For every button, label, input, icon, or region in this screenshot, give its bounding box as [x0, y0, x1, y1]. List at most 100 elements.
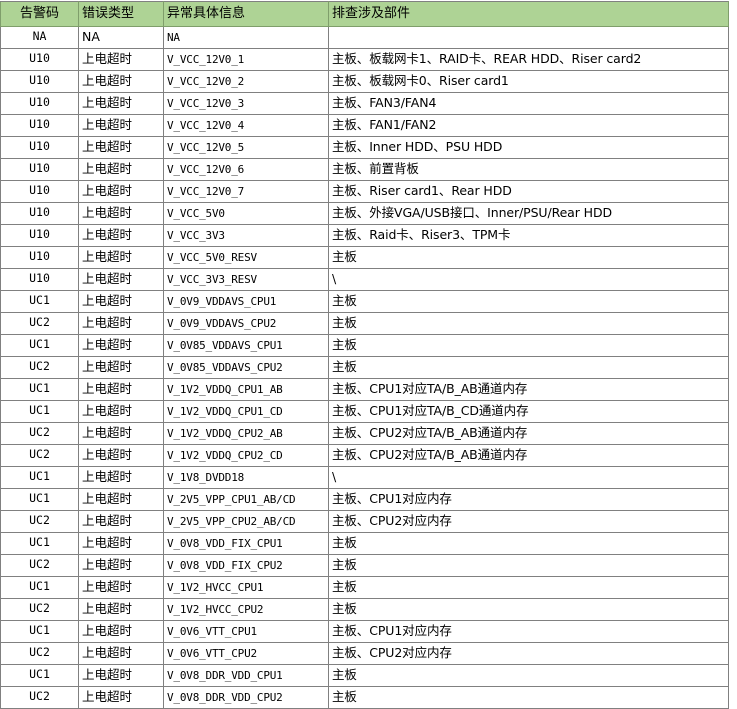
- cell-related-parts: 主板、Inner HDD、PSU HDD: [328, 136, 729, 159]
- cell-related-parts: \: [328, 268, 729, 291]
- cell-alarm-code: UC2: [0, 444, 79, 467]
- table-row: UC1 上电超时 V_1V2_HVCC_CPU1 主板: [0, 576, 729, 599]
- cell-error-type: 上电超时: [78, 92, 164, 115]
- column-header-related-parts: 排查涉及部件: [328, 1, 729, 27]
- cell-alarm-code: UC2: [0, 554, 79, 577]
- cell-alarm-code: U10: [0, 246, 79, 269]
- cell-error-type: 上电超时: [78, 70, 164, 93]
- table-row: U10 上电超时 V_VCC_12V0_2 主板、板载网卡0、Riser card1: [0, 70, 729, 93]
- table-row: U10 上电超时 V_VCC_12V0_7 主板、Riser card1、Rear H…: [0, 180, 729, 203]
- table-header: 告警码 错误类型 异常具体信息 排查涉及部件: [0, 1, 729, 27]
- cell-exception-detail: V_0V8_VDD_FIX_CPU1: [163, 532, 329, 555]
- cell-alarm-code: U10: [0, 92, 79, 115]
- cell-related-parts: 主板、板载网卡0、Riser card1: [328, 70, 729, 93]
- column-header-exception-detail: 异常具体信息: [163, 1, 329, 27]
- cell-alarm-code: UC1: [0, 532, 79, 555]
- cell-alarm-code: U10: [0, 48, 79, 71]
- cell-related-parts: 主板: [328, 576, 729, 599]
- cell-error-type: 上电超时: [78, 400, 164, 423]
- cell-alarm-code: UC2: [0, 686, 79, 709]
- cell-alarm-code: UC1: [0, 378, 79, 401]
- cell-related-parts: 主板、板载网卡1、RAID卡、REAR HDD、Riser card2: [328, 48, 729, 71]
- cell-related-parts: 主板: [328, 686, 729, 709]
- cell-error-type: 上电超时: [78, 334, 164, 357]
- cell-related-parts: 主板、CPU2对应内存: [328, 642, 729, 665]
- cell-related-parts: \: [328, 466, 729, 489]
- table-row: U10 上电超时 V_VCC_5V0 主板、外接VGA/USB接口、Inner/PSU…: [0, 202, 729, 225]
- cell-error-type: 上电超时: [78, 378, 164, 401]
- cell-error-type: 上电超时: [78, 444, 164, 467]
- cell-error-type: 上电超时: [78, 510, 164, 533]
- table-row: UC1 上电超时 V_0V8_VDD_FIX_CPU1 主板: [0, 532, 729, 555]
- table-body: NA NA NA U10 上电超时 V_VCC_12V0_1 主板、板载网卡1、RAID卡、…: [0, 26, 729, 709]
- cell-related-parts: 主板、CPU2对应内存: [328, 510, 729, 533]
- cell-error-type: 上电超时: [78, 642, 164, 665]
- cell-error-type: 上电超时: [78, 686, 164, 709]
- table-row: UC2 上电超时 V_2V5_VPP_CPU2_AB/CD 主板、CPU2对应内存: [0, 510, 729, 533]
- cell-exception-detail: NA: [163, 26, 329, 49]
- cell-error-type: 上电超时: [78, 422, 164, 445]
- cell-related-parts: 主板: [328, 312, 729, 335]
- table-row: UC1 上电超时 V_1V8_DVDD18 \: [0, 466, 729, 489]
- cell-alarm-code: UC2: [0, 312, 79, 335]
- cell-alarm-code: UC2: [0, 598, 79, 621]
- cell-related-parts: 主板、Riser card1、Rear HDD: [328, 180, 729, 203]
- cell-error-type: 上电超时: [78, 114, 164, 137]
- cell-exception-detail: V_VCC_3V3_RESV: [163, 268, 329, 291]
- table-row: UC1 上电超时 V_0V6_VTT_CPU1 主板、CPU1对应内存: [0, 620, 729, 643]
- cell-related-parts: 主板、外接VGA/USB接口、Inner/PSU/Rear HDD: [328, 202, 729, 225]
- cell-exception-detail: V_VCC_5V0_RESV: [163, 246, 329, 269]
- table-row: U10 上电超时 V_VCC_12V0_3 主板、FAN3/FAN4: [0, 92, 729, 115]
- table-row: UC2 上电超时 V_1V2_VDDQ_CPU2_AB 主板、CPU2对应TA/B_A…: [0, 422, 729, 445]
- cell-alarm-code: U10: [0, 136, 79, 159]
- cell-alarm-code: UC2: [0, 510, 79, 533]
- cell-alarm-code: UC1: [0, 576, 79, 599]
- cell-error-type: NA: [78, 26, 164, 49]
- cell-exception-detail: V_1V2_HVCC_CPU1: [163, 576, 329, 599]
- table-row: UC1 上电超时 V_0V85_VDDAVS_CPU1 主板: [0, 334, 729, 357]
- cell-exception-detail: V_VCC_12V0_4: [163, 114, 329, 137]
- cell-related-parts: 主板: [328, 356, 729, 379]
- cell-alarm-code: U10: [0, 180, 79, 203]
- cell-alarm-code: UC1: [0, 664, 79, 687]
- cell-exception-detail: V_VCC_12V0_3: [163, 92, 329, 115]
- cell-exception-detail: V_1V2_VDDQ_CPU1_CD: [163, 400, 329, 423]
- cell-alarm-code: NA: [0, 26, 79, 49]
- cell-alarm-code: U10: [0, 268, 79, 291]
- cell-alarm-code: UC2: [0, 422, 79, 445]
- cell-related-parts: 主板、CPU1对应TA/B_CD通道内存: [328, 400, 729, 423]
- cell-alarm-code: UC1: [0, 290, 79, 313]
- cell-error-type: 上电超时: [78, 136, 164, 159]
- cell-related-parts: 主板: [328, 290, 729, 313]
- cell-error-type: 上电超时: [78, 48, 164, 71]
- table-row: UC1 上电超时 V_1V2_VDDQ_CPU1_CD 主板、CPU1对应TA/B_C…: [0, 400, 729, 423]
- cell-error-type: 上电超时: [78, 158, 164, 181]
- cell-exception-detail: V_0V8_VDD_FIX_CPU2: [163, 554, 329, 577]
- cell-error-type: 上电超时: [78, 312, 164, 335]
- cell-error-type: 上电超时: [78, 268, 164, 291]
- cell-error-type: 上电超时: [78, 356, 164, 379]
- table-row: NA NA NA: [0, 26, 729, 49]
- cell-error-type: 上电超时: [78, 598, 164, 621]
- cell-error-type: 上电超时: [78, 246, 164, 269]
- cell-error-type: 上电超时: [78, 466, 164, 489]
- cell-related-parts: 主板: [328, 246, 729, 269]
- column-header-error-type: 错误类型: [78, 1, 164, 27]
- cell-error-type: 上电超时: [78, 224, 164, 247]
- cell-error-type: 上电超时: [78, 620, 164, 643]
- cell-related-parts: 主板、CPU2对应TA/B_AB通道内存: [328, 444, 729, 467]
- cell-related-parts: [328, 26, 729, 49]
- cell-error-type: 上电超时: [78, 488, 164, 511]
- cell-error-type: 上电超时: [78, 664, 164, 687]
- cell-exception-detail: V_0V85_VDDAVS_CPU1: [163, 334, 329, 357]
- cell-alarm-code: UC1: [0, 400, 79, 423]
- table-row: U10 上电超时 V_VCC_12V0_6 主板、前置背板: [0, 158, 729, 181]
- table-row: UC1 上电超时 V_0V9_VDDAVS_CPU1 主板: [0, 290, 729, 313]
- table-row: U10 上电超时 V_VCC_3V3 主板、Raid卡、Riser3、TPM卡: [0, 224, 729, 247]
- cell-exception-detail: V_0V6_VTT_CPU1: [163, 620, 329, 643]
- table-row: U10 上电超时 V_VCC_5V0_RESV 主板: [0, 246, 729, 269]
- table-row: UC2 上电超时 V_1V2_HVCC_CPU2 主板: [0, 598, 729, 621]
- table-row: UC2 上电超时 V_0V8_VDD_FIX_CPU2 主板: [0, 554, 729, 577]
